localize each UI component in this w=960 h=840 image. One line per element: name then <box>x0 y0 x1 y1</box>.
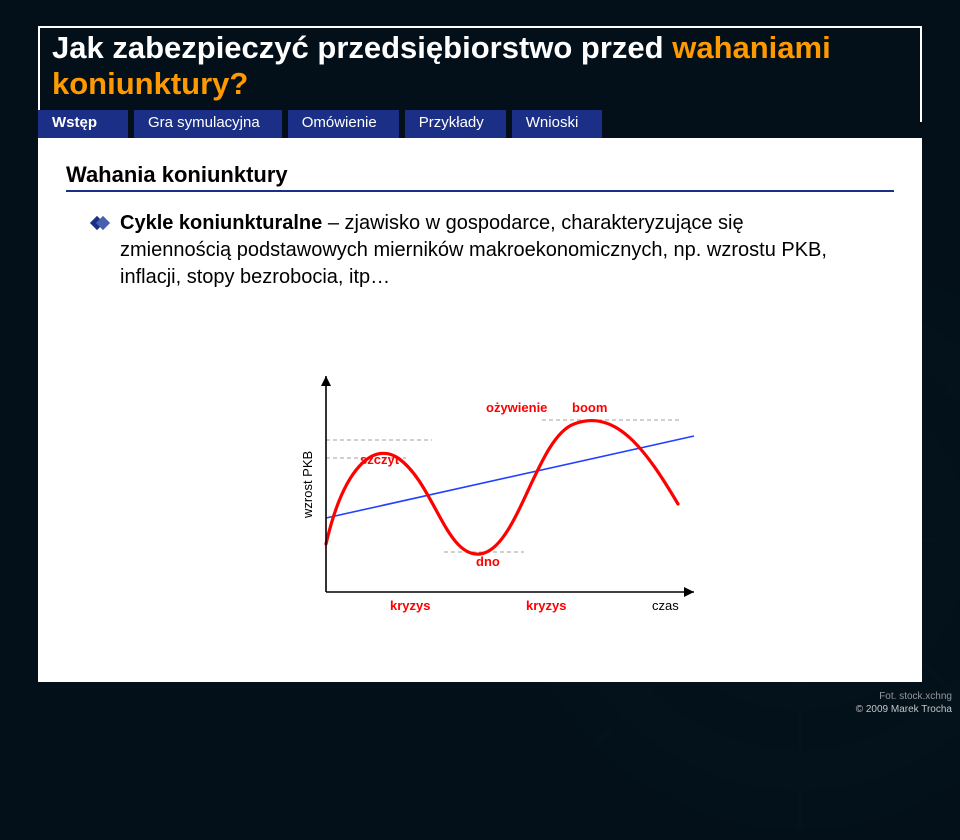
nav-tabs: WstępGra symulacyjnaOmówieniePrzykładyWn… <box>38 110 922 138</box>
svg-text:czas: czas <box>652 598 679 613</box>
footer: Fot. stock.xchng © 2009 Marek Trocha <box>856 691 952 716</box>
svg-text:kryzys: kryzys <box>390 598 430 613</box>
tab-0[interactable]: Wstęp <box>38 110 128 138</box>
svg-text:szczyt: szczyt <box>360 452 400 467</box>
photo-credit: Fot. stock.xchng <box>856 691 952 704</box>
svg-text:boom: boom <box>572 400 607 415</box>
bullet-bold: Cykle koniunkturalne <box>120 212 322 234</box>
bullet-item: Cykle koniunkturalne – zjawisko w gospod… <box>92 210 854 291</box>
svg-text:kryzys: kryzys <box>526 598 566 613</box>
content-panel: Wahania koniunktury Cykle koniunkturalne… <box>38 138 922 682</box>
svg-text:dno: dno <box>476 554 500 569</box>
copyright: © 2009 Marek Trocha <box>856 704 952 717</box>
business-cycle-chart: wzrost PKB czas szczyt ożywienie boom dno kryz… <box>264 348 718 626</box>
page-title: Jak zabezpieczyć przedsiębiorstwo przed … <box>52 30 960 102</box>
section-title: Wahania koniunktury <box>66 162 894 188</box>
bullet-icon <box>92 214 110 232</box>
section-rule <box>66 190 894 192</box>
tab-4[interactable]: Wnioski <box>512 110 602 138</box>
tab-1[interactable]: Gra symulacyjna <box>134 110 282 138</box>
tab-2[interactable]: Omówienie <box>288 110 399 138</box>
svg-text:wzrost PKB: wzrost PKB <box>300 451 315 519</box>
bullet-text: Cykle koniunkturalne – zjawisko w gospod… <box>120 210 854 291</box>
tab-3[interactable]: Przykłady <box>405 110 506 138</box>
title-plain: Jak zabezpieczyć przedsiębiorstwo przed <box>52 30 672 65</box>
svg-text:ożywienie: ożywienie <box>486 400 547 415</box>
